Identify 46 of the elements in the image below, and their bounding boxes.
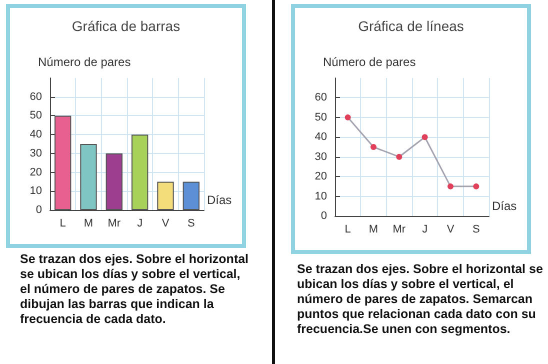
bar bbox=[157, 182, 174, 210]
y-tick-label: 60 bbox=[30, 90, 42, 103]
point bbox=[473, 183, 480, 190]
y-tick-label: 10 bbox=[314, 190, 327, 202]
y-tick-label: 40 bbox=[30, 128, 42, 141]
x-tick-label: S bbox=[472, 224, 480, 236]
y-tick-label: 30 bbox=[30, 147, 42, 160]
point bbox=[370, 144, 376, 150]
y-tick-label: 0 bbox=[320, 210, 327, 222]
y-tick-label: 0 bbox=[36, 204, 42, 216]
point bbox=[344, 114, 351, 120]
text: Se trazan dos ejes. Sobre el horizontal se ubican los días y sobre el vertical, el número de pares de zapatos. Semarcan puntos que relacionan cada dato con su frecuencia.Se unen con segmentos. bbox=[297, 262, 544, 337]
y-tick-label: 30 bbox=[314, 150, 327, 163]
y-tick-label: 20 bbox=[314, 170, 327, 183]
bar bbox=[131, 134, 148, 210]
y-axis-title: Número de pares bbox=[323, 55, 416, 69]
bar bbox=[54, 116, 72, 210]
y-tick-label: 10 bbox=[30, 185, 42, 198]
text: Se trazan dos ejes. Sobre el horizontal se ubican los días y sobre el vertical, el número de pares de zapatos. Se dibujan las barras que indican la frecuencia de cada dato. bbox=[20, 252, 250, 327]
y-tick-label: 40 bbox=[314, 131, 327, 144]
y-tick-label: 50 bbox=[30, 110, 42, 122]
chart-title: Gráfica de barras bbox=[72, 18, 180, 34]
x-tick-label: J bbox=[422, 224, 428, 236]
x-tick-label: M bbox=[84, 218, 94, 230]
bar bbox=[182, 182, 200, 210]
y-tick-label: 60 bbox=[314, 92, 327, 104]
x-tick-label: V bbox=[162, 218, 170, 230]
x-tick-label: L bbox=[344, 224, 351, 236]
chart-title: Gráfica de líneas bbox=[358, 18, 464, 34]
bar bbox=[80, 144, 97, 210]
y-tick-label: 20 bbox=[30, 166, 42, 178]
bar bbox=[106, 153, 123, 210]
x-tick-label: Mr bbox=[392, 224, 406, 236]
x-tick-label: J bbox=[137, 218, 143, 230]
y-axis-title: Número de pares bbox=[38, 55, 131, 69]
x-tick-label: L bbox=[60, 218, 66, 230]
y-tick-label: 50 bbox=[314, 111, 327, 124]
x-axis-title: Días bbox=[207, 193, 232, 207]
x-tick-label: Mr bbox=[108, 218, 121, 230]
point bbox=[396, 154, 402, 160]
x-tick-label: S bbox=[187, 218, 195, 230]
point bbox=[422, 134, 428, 140]
x-tick-label: M bbox=[368, 224, 378, 236]
point bbox=[448, 183, 454, 190]
x-tick-label: V bbox=[446, 224, 455, 236]
x-axis-title: Días bbox=[492, 199, 517, 213]
